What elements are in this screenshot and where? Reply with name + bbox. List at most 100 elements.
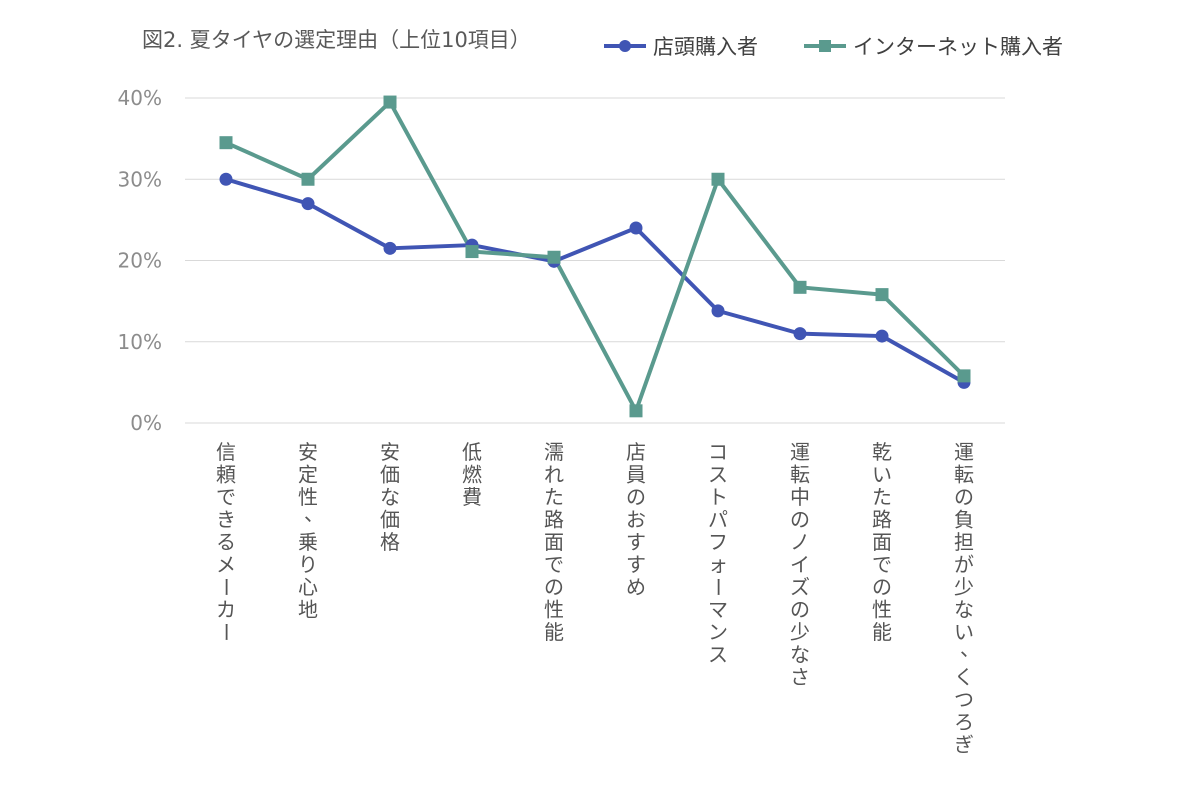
x-category-char: 濡 [544,440,564,464]
data-point-series-1-3 [465,245,479,259]
x-category-char: ノ [790,530,810,554]
x-axis-categories: 信頼できるメーカー安定性、乗り心地安価な価格低燃費濡れた路面での性能店員のおすす… [214,440,980,757]
x-category-char: ス [708,463,728,487]
x-category-char: い [954,620,974,644]
x-category-char: な [954,598,974,622]
x-category-char: 転 [790,463,810,487]
x-category-char: の [954,485,974,509]
x-category-char: つ [954,688,974,712]
x-category-char: た [544,485,564,509]
data-point-series-1-2 [383,95,397,109]
y-tick-label-1: 10% [118,330,162,354]
series-lines [225,100,966,413]
x-category-char: 能 [872,620,892,644]
x-category-char: く [954,665,974,689]
x-category-char: メ [216,553,236,577]
x-category-char: た [872,485,892,509]
x-category-char: で [872,553,892,577]
x-category-char: り [298,553,318,577]
data-point-series-0-8 [875,329,889,343]
data-point-series-1-0 [219,136,233,150]
x-category-char: の [790,598,810,622]
x-category-char: イ [790,553,810,577]
x-category-char: ズ [790,575,810,599]
x-category-char: ン [708,620,728,644]
x-category-char: 、 [960,637,980,661]
x-category-char: コ [708,440,728,464]
x-category-char: カ [216,598,236,622]
data-point-series-1-5 [629,404,643,418]
x-category-char: ト [708,485,728,509]
x-category-char: で [544,553,564,577]
x-category-char: 頼 [216,463,236,487]
x-category-char: 少 [954,575,974,599]
data-point-series-0-6 [711,304,725,318]
x-category-char: 性 [544,598,564,622]
x-category-char: 性 [872,598,892,622]
x-category-char: 負 [954,508,974,532]
x-category-char: 安 [298,440,318,464]
x-category-char: の [544,575,564,599]
x-category-char: 面 [544,530,564,554]
data-point-series-0-7 [793,327,807,341]
data-point-series-0-5 [629,221,643,235]
x-category-char: 、 [304,502,324,526]
x-category-char: で [216,485,236,509]
x-category-char: す [626,553,646,577]
x-category-char: 乗 [298,530,318,554]
x-category-char: れ [544,463,564,487]
legend-item-series-0: 店頭購入者 [604,35,758,59]
series-line-1 [225,100,966,413]
x-category-char: フ [708,530,728,554]
legend-marker-series-0 [619,40,631,52]
data-point-series-1-9 [957,369,971,383]
data-point-series-0-2 [383,241,397,255]
data-point-series-1-6 [711,172,725,186]
x-category-char: き [216,508,236,532]
x-category-char: 安 [380,440,400,464]
x-category-char: さ [790,665,810,689]
x-category-char: ス [708,643,728,667]
series-markers [219,95,971,418]
x-category-char: 運 [790,440,810,464]
x-category-char: 定 [298,463,318,487]
x-category-char: な [380,485,400,509]
gridlines [185,97,1005,424]
x-category-char: ォ [708,553,728,577]
x-category-char: 少 [790,620,810,644]
x-category-char: の [790,508,810,532]
x-category-char: 員 [626,463,646,487]
x-category-char: が [954,553,974,577]
x-category-char: ー [706,577,730,597]
legend-marker-series-1 [819,40,831,52]
x-category-char: ろ [954,710,974,734]
y-tick-label-4: 40% [118,86,162,110]
x-category-char: ぎ [954,733,974,757]
data-point-series-1-4 [547,250,561,264]
x-category-char: の [626,485,646,509]
data-point-series-1-7 [793,280,807,294]
x-category-label-3: 低燃費 [462,440,482,509]
legend-label-series-1: インターネット購入者 [853,35,1063,59]
x-category-char: 価 [380,463,400,487]
x-category-char: 低 [462,440,482,464]
x-category-char: ー [214,577,238,597]
x-category-char: 運 [954,440,974,464]
x-category-char: お [626,508,646,532]
x-category-char: 路 [872,508,892,532]
x-category-char: 費 [462,485,482,509]
x-category-char: め [626,575,646,599]
x-category-char: る [216,530,236,554]
x-category-char: パ [708,508,728,532]
x-category-char: 面 [872,530,892,554]
